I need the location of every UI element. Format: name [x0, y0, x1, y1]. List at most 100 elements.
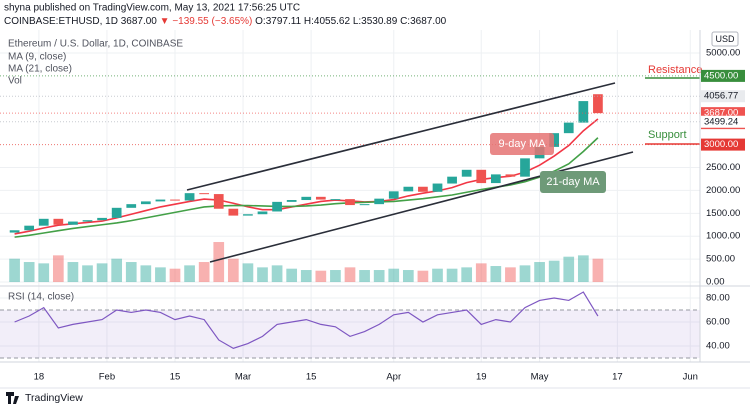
x-tick-label: Feb: [99, 372, 115, 383]
candle: [549, 133, 560, 147]
price-label: 4056.77: [704, 91, 738, 102]
rsi-title: RSI (14, close): [8, 292, 74, 303]
ma21-callout: [540, 171, 606, 193]
candle: [418, 186, 428, 192]
volume-bar: [184, 265, 195, 283]
volume-bar: [446, 268, 458, 283]
volume-bar: [169, 268, 181, 283]
symbol-name: COINBASE:ETHUSD, 1D: [4, 16, 118, 27]
candle: [374, 198, 385, 205]
x-tick-label: Apr: [386, 372, 401, 383]
rsi-tick-label: 60.00: [706, 317, 730, 328]
candle: [476, 169, 487, 184]
candle: [68, 221, 78, 225]
ma9-callout: [490, 133, 554, 155]
volume-bar: [315, 270, 327, 283]
candle: [257, 211, 268, 215]
volume-bar: [227, 258, 239, 283]
rsi-tick-label: 40.00: [706, 340, 730, 351]
price-label: 3499.24: [704, 116, 738, 127]
x-tick-label: 18: [34, 372, 45, 383]
price-label-box: [701, 115, 745, 128]
candle: [403, 186, 414, 192]
volume-bar: [577, 255, 589, 283]
x-tick-label: 17: [612, 372, 623, 383]
volume-bar: [242, 263, 254, 283]
price-label: 3000.00: [704, 139, 738, 150]
legend-ma9: MA (9, close): [8, 52, 66, 63]
candle: [345, 199, 355, 206]
volume-bar: [402, 270, 414, 283]
candle: [461, 169, 472, 177]
candle: [432, 183, 443, 192]
volume-bar: [417, 270, 429, 283]
y-tick-label: 1000.00: [706, 231, 740, 242]
candle: [9, 230, 20, 233]
y-tick-label: 500.00: [706, 254, 735, 265]
candle: [563, 122, 574, 134]
volume-bar: [257, 267, 268, 283]
x-tick-label: Mar: [235, 372, 251, 383]
volume-bar: [330, 270, 341, 283]
last-price: 3687.00: [121, 16, 158, 27]
volume-bar: [300, 270, 312, 283]
candle: [228, 208, 239, 216]
axis-layer: 18 Feb 15 Mar 15 Apr 19 May 17 Jun 0.00 500.00 1000.…: [34, 48, 745, 383]
rsi-band: [0, 310, 700, 358]
symbol: COINBASE:ETHUSD, 1D 3687.00 ▼ −139.55 (−…: [4, 16, 447, 27]
currency: USD: [715, 34, 735, 44]
grid-layer: [0, 30, 700, 362]
candle: [82, 220, 93, 222]
volume-bar: [23, 262, 35, 283]
volume-bar: [67, 262, 79, 283]
chart-title: Ethereum / U.S. Dollar, 1D, COINBASE: [8, 39, 183, 50]
volume-bar: [82, 265, 93, 283]
candle: [184, 193, 195, 201]
brand[interactable]: TradingView: [25, 392, 83, 404]
ma9-callout-text: 9-day MA: [498, 138, 546, 150]
volume-bar: [534, 262, 545, 283]
volume-bar: [373, 270, 385, 283]
candle: [53, 218, 64, 225]
volume-bar: [461, 267, 473, 283]
legend-ma21: MA (21, close): [8, 64, 72, 75]
support-label: Support: [648, 129, 687, 141]
candle: [447, 176, 457, 184]
volume-bar: [286, 268, 298, 283]
candle: [155, 199, 166, 202]
x-tick-label: 19: [476, 372, 487, 383]
currency-box[interactable]: [711, 31, 739, 47]
volume-bar: [111, 258, 123, 283]
candle: [199, 193, 210, 195]
candle: [286, 200, 297, 202]
volume-bar: [359, 270, 370, 283]
volume-bar: [475, 263, 487, 283]
price-label-box: [701, 69, 745, 82]
volume-bar: [213, 242, 225, 283]
volume-bar: [140, 265, 152, 283]
y-tick-label: 2500.00: [706, 162, 740, 173]
candle: [170, 199, 180, 201]
ohlc: O:3797.11 H:4055.62 L:3530.89 C:3687.00: [255, 16, 447, 27]
y-tick-label: 1500.00: [706, 208, 740, 219]
volume-bar: [38, 263, 50, 283]
trend-line-upper: [186, 82, 616, 191]
volume-bar: [125, 262, 137, 283]
volume-bar: [96, 263, 108, 283]
volume-bar: [505, 267, 516, 283]
candle: [520, 158, 530, 177]
publisher: shyna published on TradingView.com, May …: [4, 3, 300, 14]
candle: [97, 217, 107, 221]
rsi-tick-label: 80.00: [706, 293, 730, 304]
y-tick-label: 5000.00: [706, 48, 740, 59]
y-tick-label: 2000.00: [706, 185, 740, 196]
brand-logo: [6, 392, 19, 404]
candle: [126, 204, 137, 208]
price-change: ▼ −139.55 (−3.65%): [160, 16, 253, 27]
candle: [272, 201, 282, 212]
volume-bar: [548, 260, 560, 283]
price-label-box: [701, 138, 745, 151]
volume-bar: [592, 258, 604, 283]
legend-vol: Vol: [8, 76, 22, 87]
